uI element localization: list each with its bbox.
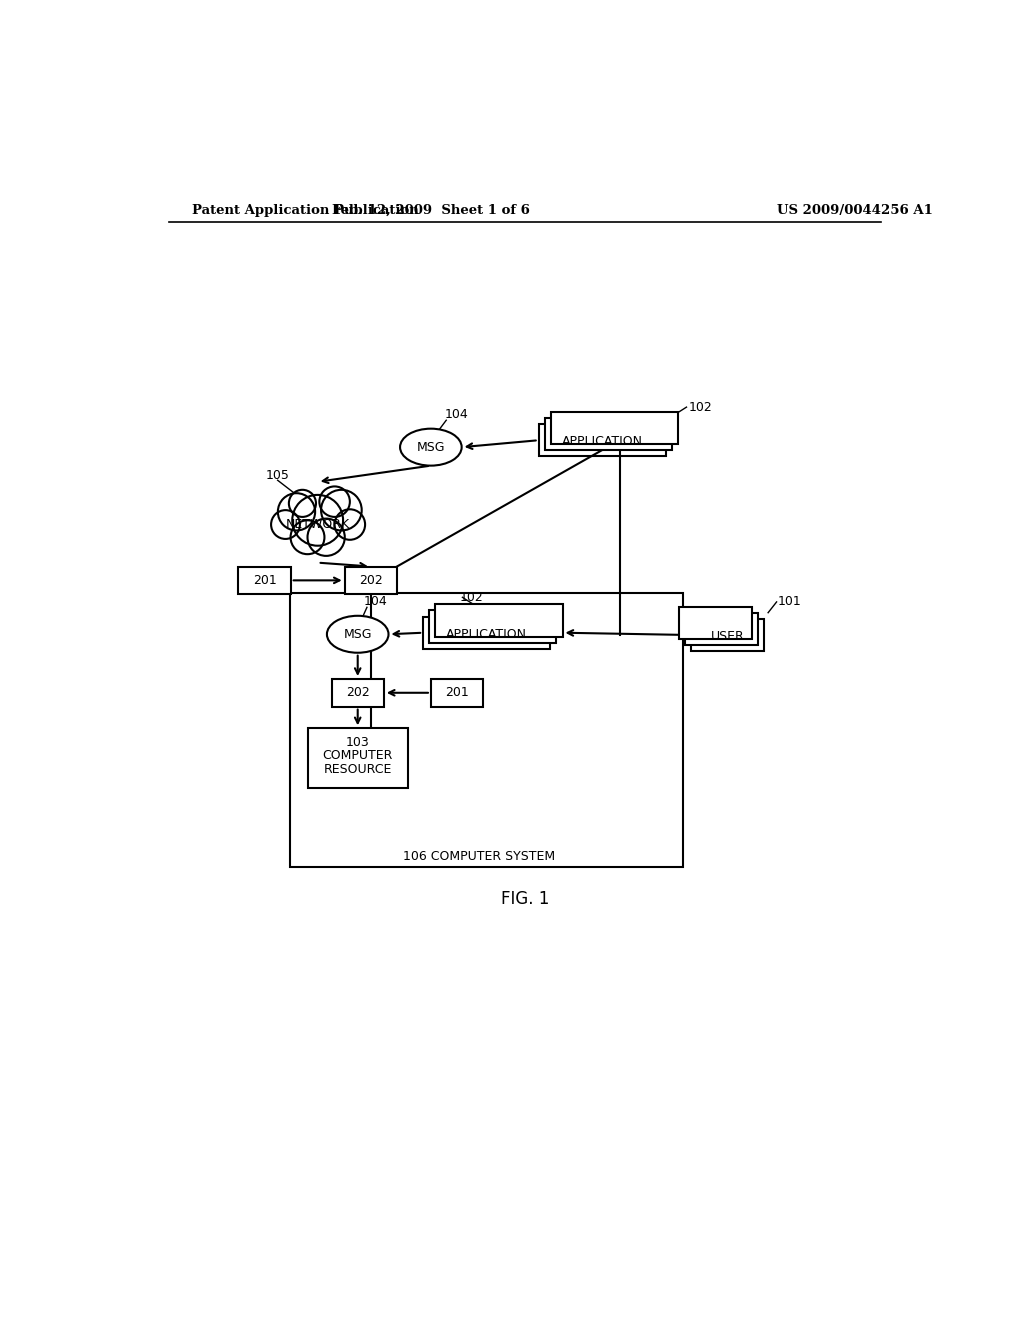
Bar — [423, 616, 550, 649]
Text: 102: 102 — [460, 591, 484, 603]
Bar — [545, 418, 672, 450]
Text: 101: 101 — [778, 595, 802, 609]
Text: US 2009/0044256 A1: US 2009/0044256 A1 — [777, 205, 933, 218]
Bar — [691, 619, 764, 651]
Bar — [539, 424, 666, 457]
Text: COMPUTER: COMPUTER — [323, 750, 393, 763]
Text: 202: 202 — [346, 686, 370, 700]
Text: FIG. 1: FIG. 1 — [501, 890, 549, 908]
Circle shape — [307, 519, 345, 556]
Text: 102: 102 — [689, 400, 713, 413]
Ellipse shape — [327, 615, 388, 653]
Bar — [307, 729, 408, 788]
Circle shape — [289, 490, 316, 517]
Bar — [435, 605, 562, 636]
Bar — [332, 678, 384, 706]
Circle shape — [271, 510, 300, 539]
Text: 201: 201 — [253, 574, 276, 587]
Text: 104: 104 — [444, 408, 468, 421]
Bar — [551, 412, 678, 444]
Text: USER: USER — [711, 630, 744, 643]
Text: 202: 202 — [359, 574, 383, 587]
Text: 104: 104 — [364, 595, 388, 609]
Bar — [239, 566, 291, 594]
Text: MSG: MSG — [417, 441, 445, 454]
Text: Feb. 12, 2009  Sheet 1 of 6: Feb. 12, 2009 Sheet 1 of 6 — [332, 205, 529, 218]
Text: Patent Application Publication: Patent Application Publication — [193, 205, 419, 218]
Bar — [290, 594, 683, 867]
Text: 106 COMPUTER SYSTEM: 106 COMPUTER SYSTEM — [402, 850, 555, 862]
Circle shape — [291, 520, 325, 554]
Circle shape — [319, 487, 350, 517]
Circle shape — [322, 490, 361, 531]
Text: APPLICATION: APPLICATION — [446, 628, 527, 640]
Bar — [345, 566, 397, 594]
Text: RESOURCE: RESOURCE — [324, 763, 392, 776]
Bar — [431, 678, 483, 706]
Circle shape — [278, 494, 315, 531]
Ellipse shape — [400, 429, 462, 466]
Text: MSG: MSG — [343, 628, 372, 640]
Bar — [429, 610, 556, 643]
Text: APPLICATION: APPLICATION — [562, 436, 643, 449]
Circle shape — [335, 510, 366, 540]
Text: 105: 105 — [265, 469, 289, 482]
Bar — [679, 607, 752, 639]
Text: 103: 103 — [346, 735, 370, 748]
Text: NETWORK: NETWORK — [286, 517, 350, 531]
Circle shape — [292, 495, 343, 545]
Bar — [685, 612, 758, 645]
Text: 201: 201 — [445, 686, 469, 700]
